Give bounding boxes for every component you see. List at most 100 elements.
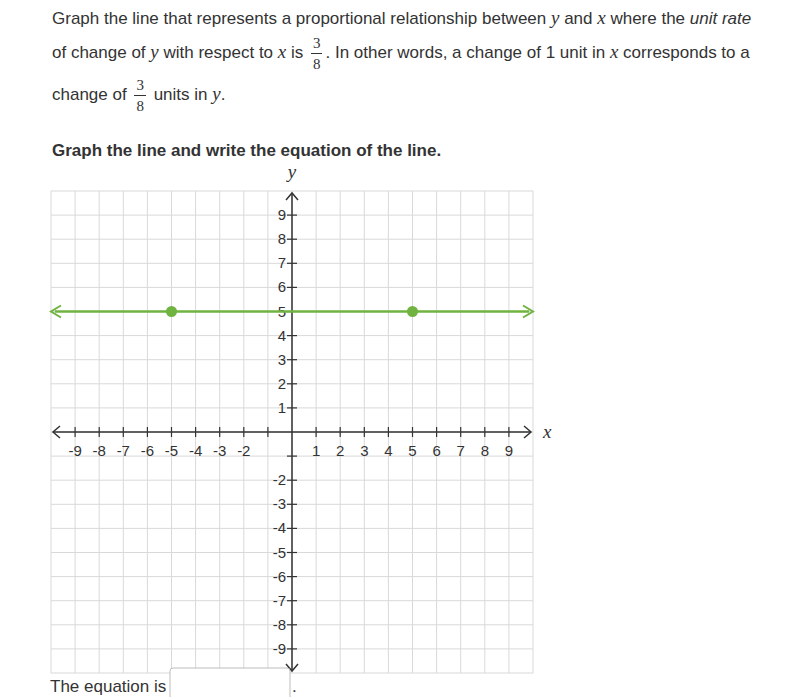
y-tick-label: 2	[278, 375, 286, 392]
grid-line-horizontal	[51, 600, 533, 601]
answer-input[interactable]	[170, 668, 290, 697]
x-tick-mark	[316, 427, 317, 437]
y-tick-label: -3	[273, 495, 286, 512]
y-tick-label: 8	[278, 230, 286, 247]
grid-line-horizontal	[51, 504, 533, 505]
y-tick-mark	[287, 407, 297, 408]
y-tick-mark	[287, 648, 297, 649]
answer-prompt: The equation is	[50, 677, 166, 696]
question-line: Graph the line that represents a proport…	[52, 3, 751, 33]
x-tick-mark	[147, 427, 148, 437]
answer-suffix: .	[292, 677, 297, 696]
math-variable: x	[597, 7, 605, 28]
question-text: with respect to	[159, 43, 278, 62]
math-variable: y	[551, 7, 559, 28]
graph-canvas: Graph the line and write the equation of…	[0, 0, 800, 697]
x-tick-mark	[74, 427, 75, 437]
x-tick-label: 9	[505, 442, 513, 459]
question-text: Graph the line that represents a proport…	[52, 9, 551, 28]
fraction-numerator: 3	[311, 33, 323, 54]
x-tick-label: -8	[93, 442, 106, 459]
question-line: of change of y with respect to x is 38. …	[52, 33, 750, 63]
x-tick-label: -5	[165, 442, 178, 459]
x-tick-mark	[267, 427, 268, 437]
question-text: change of	[52, 85, 131, 104]
y-tick-mark	[287, 576, 297, 577]
y-tick-mark	[287, 480, 297, 481]
fraction-denominator: 8	[311, 54, 323, 74]
data-group	[55, 306, 529, 317]
x-tick-mark	[460, 427, 461, 437]
grid-line-horizontal	[51, 552, 533, 553]
y-tick-mark	[287, 552, 297, 553]
math-variable: x	[610, 41, 618, 62]
line-extension	[413, 310, 530, 313]
math-variable: y	[212, 83, 220, 104]
x-tick-label: -6	[141, 442, 154, 459]
x-tick-mark	[388, 427, 389, 437]
y-tick-mark	[287, 456, 297, 457]
y-tick-mark	[287, 239, 297, 240]
grid-line-horizontal	[51, 407, 533, 408]
fraction-denominator: 8	[134, 96, 146, 116]
y-tick-label: 6	[278, 278, 286, 295]
y-tick-label: 4	[278, 327, 286, 344]
y-tick-label: 7	[278, 254, 286, 271]
axes	[53, 193, 531, 671]
y-tick-mark	[287, 504, 297, 505]
math-variable: x	[278, 41, 286, 62]
y-tick-mark	[287, 600, 297, 601]
y-tick-label: -5	[273, 544, 286, 561]
x-tick-mark	[243, 427, 244, 437]
x-tick-label: 5	[408, 442, 416, 459]
x-tick-mark	[195, 427, 196, 437]
grid-line-horizontal	[51, 191, 533, 192]
question-text: corresponds to a	[618, 43, 749, 62]
question-text: units in	[149, 85, 212, 104]
x-tick-label: -7	[117, 442, 130, 459]
line-arrow	[51, 306, 61, 318]
grid-line-horizontal	[51, 624, 533, 625]
grid-line-horizontal	[51, 383, 533, 384]
y-tick-label: -8	[273, 616, 286, 633]
y-tick-label: -9	[273, 640, 286, 657]
x-tick-mark	[171, 427, 172, 437]
x-tick-mark	[484, 427, 485, 437]
x-tick-mark	[508, 427, 509, 437]
grid-line-horizontal	[51, 287, 533, 288]
grid	[51, 191, 533, 673]
y-tick-mark	[287, 335, 297, 336]
grid-line-horizontal	[51, 335, 533, 336]
y-tick-label: 1	[278, 399, 286, 416]
math-variable: y	[150, 41, 158, 62]
x-tick-label: 1	[312, 442, 320, 459]
y-tick-label: 9	[278, 206, 286, 223]
question-text: is	[286, 43, 308, 62]
question-text: . In other words, a change of 1 unit in	[325, 43, 609, 62]
grid-line-horizontal	[51, 528, 533, 529]
grid-line-horizontal	[51, 359, 533, 360]
series-point	[166, 306, 177, 317]
emphasis-text: unit rate	[690, 9, 751, 28]
y-tick-label: -6	[273, 568, 286, 585]
grid-line-horizontal	[51, 648, 533, 649]
line-extension	[55, 310, 172, 313]
fraction: 38	[311, 33, 323, 74]
y-tick-label: -4	[273, 519, 286, 536]
x-tick-label: 4	[384, 442, 392, 459]
grid-line-horizontal	[51, 576, 533, 577]
y-axis	[291, 193, 293, 671]
y-tick-mark	[287, 287, 297, 288]
grid-line-horizontal	[51, 215, 533, 216]
grid-line-horizontal	[51, 673, 533, 674]
x-tick-label: 6	[432, 442, 440, 459]
x-tick-label: -2	[237, 442, 250, 459]
y-tick-label: -7	[273, 592, 286, 609]
grid-line-horizontal	[51, 480, 533, 481]
fraction-numerator: 3	[134, 75, 146, 96]
question-text: of change of	[52, 43, 150, 62]
x-tick-label: 7	[457, 442, 465, 459]
x-axis-label: x	[542, 421, 552, 442]
series-point	[407, 306, 418, 317]
x-tick-mark	[412, 427, 413, 437]
